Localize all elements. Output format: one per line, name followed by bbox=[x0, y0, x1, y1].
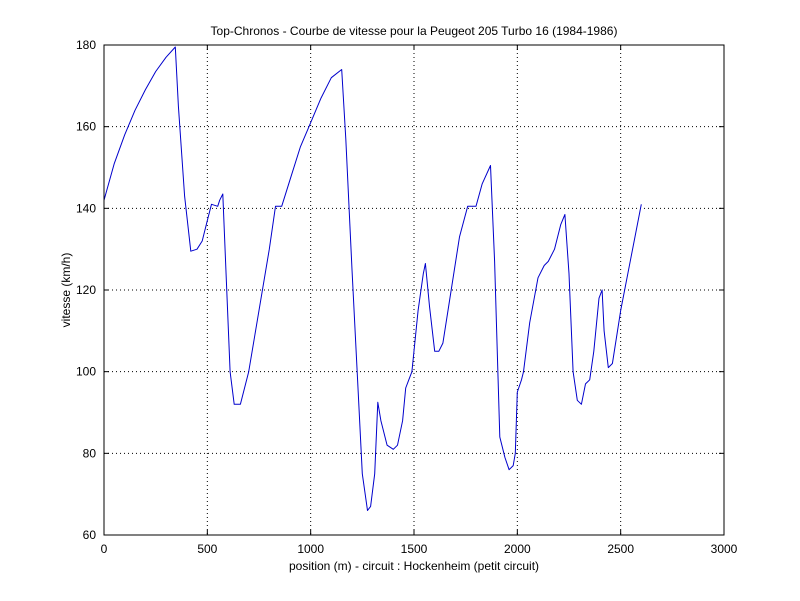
x-tick-label: 2500 bbox=[607, 542, 634, 556]
x-tick-label: 500 bbox=[197, 542, 217, 556]
x-tick-label: 1000 bbox=[297, 542, 324, 556]
y-axis-label: vitesse (km/h) bbox=[59, 253, 73, 328]
y-tick-label: 160 bbox=[76, 120, 96, 134]
y-tick-label: 140 bbox=[76, 201, 96, 215]
ticks: 0 500 1000 1500 2000 2500 3000 60 80 100 120 140 160… bbox=[76, 38, 738, 556]
x-tick-label: 0 bbox=[101, 542, 108, 556]
y-tick-label: 100 bbox=[76, 365, 96, 379]
y-tick-label: 180 bbox=[76, 38, 96, 52]
x-tick-label: 2000 bbox=[504, 542, 531, 556]
x-tick-label: 3000 bbox=[711, 542, 738, 556]
y-tick-label: 80 bbox=[83, 446, 97, 460]
grid bbox=[104, 45, 724, 535]
x-tick-label: 1500 bbox=[401, 542, 428, 556]
series-group bbox=[103, 46, 642, 511]
chart-title: Top-Chronos - Courbe de vitesse pour la … bbox=[211, 24, 618, 38]
series-line bbox=[103, 46, 642, 511]
x-axis-label: position (m) - circuit : Hockenheim (pet… bbox=[289, 559, 539, 573]
y-tick-label: 60 bbox=[83, 528, 97, 542]
y-tick-label: 120 bbox=[76, 283, 96, 297]
